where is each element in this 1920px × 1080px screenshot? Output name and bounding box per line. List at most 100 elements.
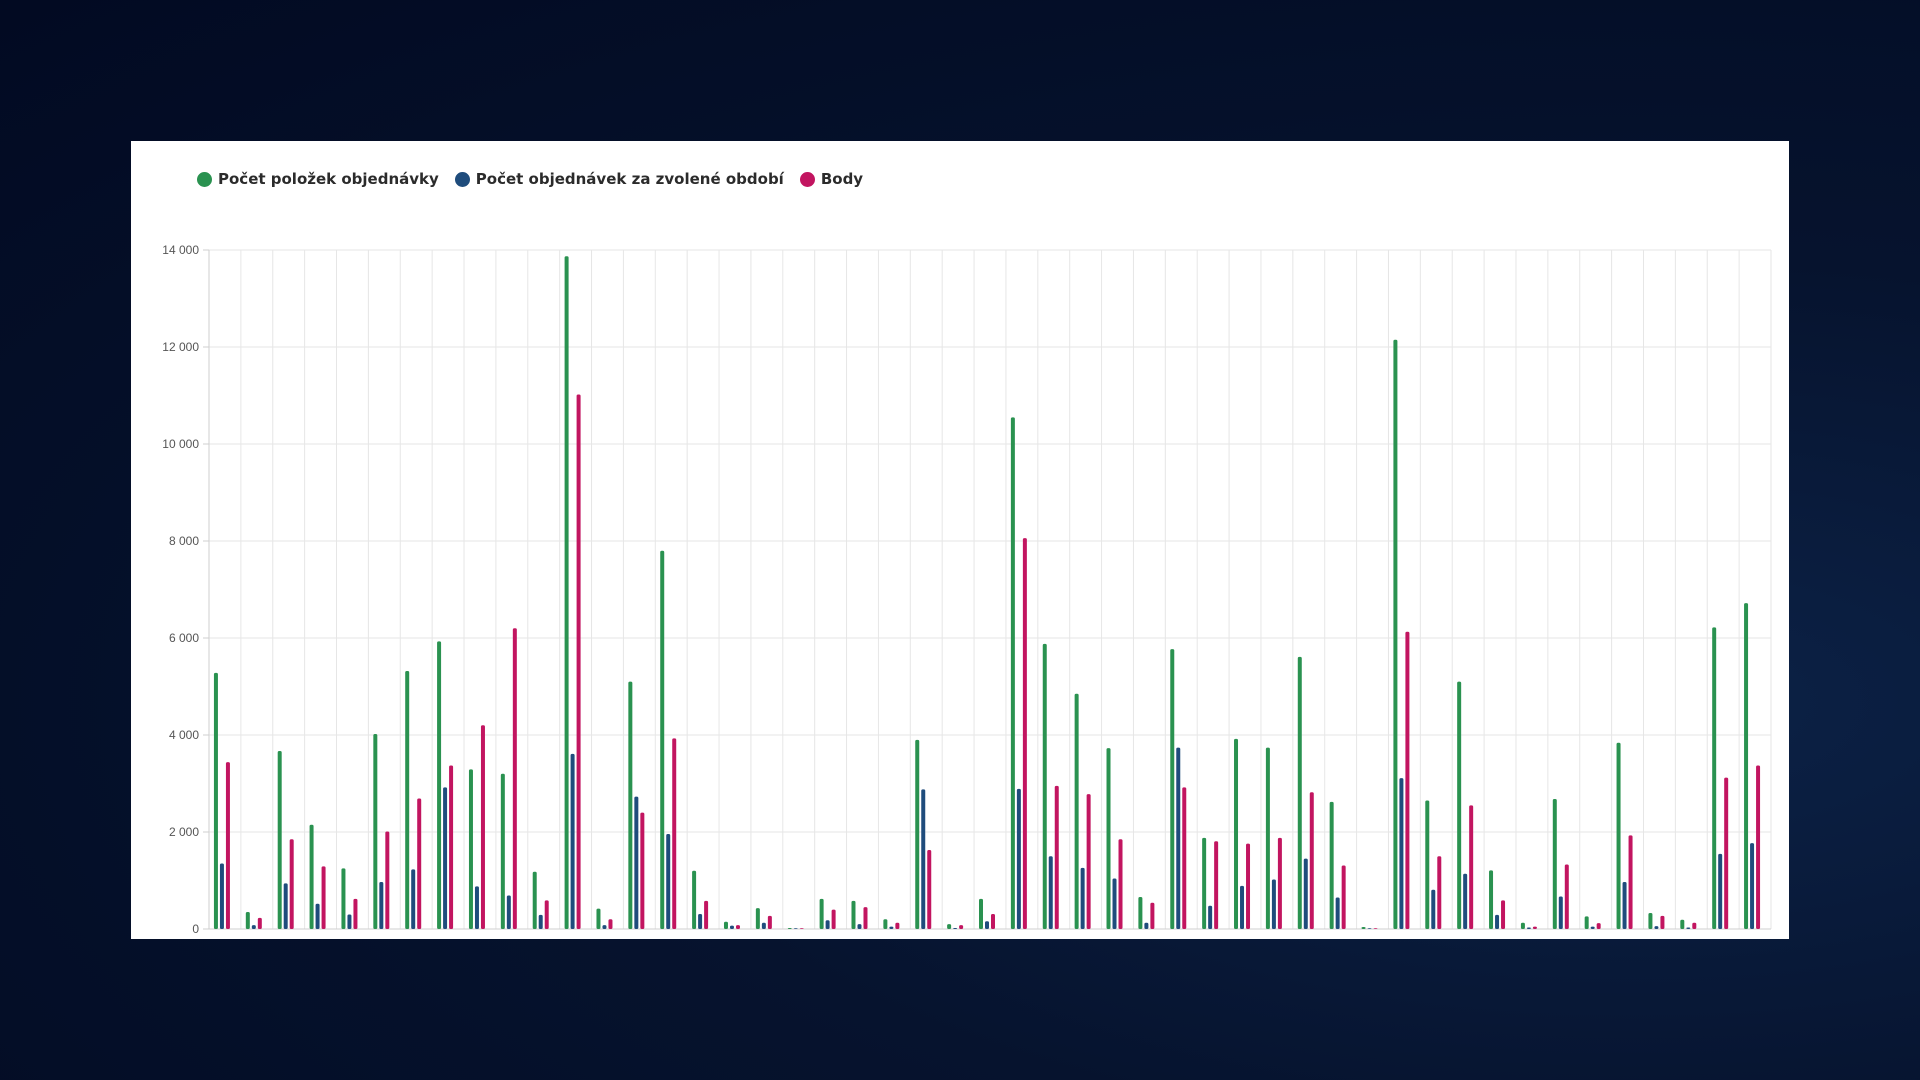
bar-series1-47 bbox=[1712, 627, 1717, 929]
bar-series1-41 bbox=[1520, 922, 1525, 929]
bar-series1-3 bbox=[309, 824, 314, 929]
bar-series2-39 bbox=[1463, 873, 1468, 929]
bar-series3-24 bbox=[991, 913, 995, 929]
bar-series1-17 bbox=[755, 908, 760, 929]
bar-series2-8 bbox=[474, 886, 479, 929]
bar-series3-11 bbox=[576, 394, 581, 929]
legend-marker-points bbox=[799, 171, 815, 187]
y-tick-label: 8 000 bbox=[169, 534, 199, 548]
bar-series3-45 bbox=[1660, 915, 1665, 929]
bar-series2-24 bbox=[985, 921, 989, 929]
bar-series1-31 bbox=[1202, 837, 1207, 929]
bar-series3-47 bbox=[1724, 777, 1729, 929]
y-tick-label: 4 000 bbox=[169, 728, 199, 742]
bar-series1-37 bbox=[1393, 339, 1398, 930]
bar-series2-14 bbox=[666, 833, 671, 929]
bar-series2-25 bbox=[1016, 788, 1021, 929]
bar-series1-11 bbox=[564, 256, 569, 929]
bar-series2-43 bbox=[1590, 926, 1595, 929]
y-tick-label: 10 000 bbox=[162, 437, 199, 451]
bar-series3-31 bbox=[1214, 841, 1219, 929]
bar-series1-5 bbox=[373, 734, 378, 929]
bar-series1-8 bbox=[468, 769, 473, 929]
bar-series1-46 bbox=[1680, 919, 1685, 929]
bar-series1-0 bbox=[213, 672, 218, 929]
bar-series3-36 bbox=[1373, 928, 1378, 929]
bar-series1-2 bbox=[277, 751, 282, 929]
y-tick-label: 6 000 bbox=[169, 631, 199, 645]
bar-series2-31 bbox=[1208, 905, 1213, 929]
bar-series2-21 bbox=[889, 926, 894, 929]
bar-series3-23 bbox=[959, 925, 964, 929]
bar-series1-22 bbox=[915, 739, 920, 929]
bar-series2-5 bbox=[379, 881, 384, 929]
bar-series1-43 bbox=[1584, 916, 1589, 929]
bar-series1-19 bbox=[819, 898, 824, 929]
legend-label-points: Body bbox=[820, 170, 864, 188]
bar-series3-25 bbox=[1022, 538, 1027, 929]
bar-series3-28 bbox=[1118, 839, 1123, 929]
bar-series2-44 bbox=[1622, 881, 1627, 929]
bar-series3-17 bbox=[767, 915, 772, 929]
bar-series1-40 bbox=[1489, 870, 1494, 929]
bar-series1-34 bbox=[1297, 656, 1302, 929]
bar-series2-34 bbox=[1303, 858, 1308, 929]
y-tick-label: 14 000 bbox=[162, 243, 199, 257]
bar-series1-30 bbox=[1170, 649, 1175, 929]
bar-series2-32 bbox=[1240, 885, 1245, 929]
bar-series3-15 bbox=[704, 900, 709, 929]
bar-series2-33 bbox=[1271, 879, 1276, 929]
bar-series2-36 bbox=[1367, 928, 1372, 929]
bar-series1-16 bbox=[723, 921, 728, 929]
bar-series1-13 bbox=[628, 681, 633, 929]
bar-series2-27 bbox=[1080, 867, 1085, 929]
bar-series2-46 bbox=[1686, 927, 1691, 929]
bar-series1-45 bbox=[1648, 912, 1653, 929]
bar-series1-38 bbox=[1425, 800, 1430, 929]
y-tick-label: 2 000 bbox=[169, 825, 199, 839]
bar-series2-23 bbox=[953, 928, 958, 929]
legend-item-order-items[interactable]: Počet položek objednávky bbox=[197, 170, 439, 188]
bar-series3-12 bbox=[608, 919, 613, 929]
bar-series1-44 bbox=[1616, 742, 1621, 929]
bar-series2-45 bbox=[1654, 926, 1659, 929]
bar-series2-20 bbox=[857, 924, 862, 929]
bar-series3-29 bbox=[1150, 902, 1155, 929]
bar-series2-26 bbox=[1048, 856, 1053, 929]
bar-series2-13 bbox=[634, 796, 639, 929]
bar-series3-5 bbox=[385, 831, 390, 929]
bar-series1-9 bbox=[500, 773, 505, 929]
bar-series1-10 bbox=[532, 871, 537, 929]
bar-series3-14 bbox=[672, 738, 677, 929]
bar-series1-20 bbox=[851, 900, 856, 929]
bar-series2-42 bbox=[1558, 896, 1563, 929]
bar-series3-13 bbox=[640, 812, 645, 929]
bar-series3-9 bbox=[512, 628, 517, 929]
bar-series3-44 bbox=[1628, 835, 1633, 929]
bar-series2-1 bbox=[251, 925, 256, 929]
bar-series3-32 bbox=[1246, 843, 1251, 929]
legend-item-points[interactable]: Body bbox=[799, 170, 864, 188]
bar-series2-47 bbox=[1718, 853, 1723, 929]
bar-series2-38 bbox=[1431, 889, 1436, 929]
bar-series2-9 bbox=[506, 895, 511, 929]
bar-series2-35 bbox=[1335, 897, 1340, 929]
bar-series1-24 bbox=[979, 898, 983, 929]
bar-series1-15 bbox=[692, 870, 697, 929]
bar-series2-37 bbox=[1399, 778, 1404, 929]
bar-series1-35 bbox=[1329, 801, 1334, 929]
bar-series3-21 bbox=[895, 922, 900, 929]
bar-series2-7 bbox=[443, 787, 448, 929]
bar-series3-48 bbox=[1756, 765, 1761, 929]
bar-series3-16 bbox=[735, 925, 740, 929]
bar-series1-25 bbox=[1010, 417, 1015, 929]
bar-series1-39 bbox=[1457, 681, 1462, 929]
bar-series2-2 bbox=[283, 883, 288, 929]
legend-marker-order-items bbox=[197, 171, 212, 187]
bar-series2-19 bbox=[825, 920, 830, 929]
legend-item-orders[interactable]: Počet objednávek za zvolené období bbox=[454, 170, 784, 188]
bar-series3-18 bbox=[799, 928, 804, 929]
bar-series2-15 bbox=[698, 913, 703, 929]
bar-series2-30 bbox=[1176, 747, 1181, 929]
bar-series2-0 bbox=[219, 863, 224, 929]
